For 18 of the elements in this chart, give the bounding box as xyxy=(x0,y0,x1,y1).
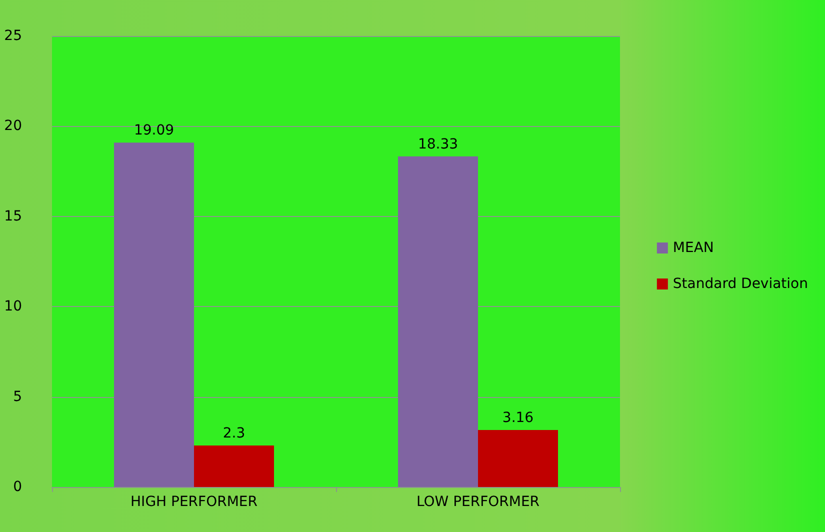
legend-label: Standard Deviation xyxy=(672,276,808,292)
y-tick-label: 0 xyxy=(13,479,22,495)
data-label: 18.33 xyxy=(418,136,458,152)
data-label: 3.16 xyxy=(502,410,534,426)
y-tick-label: 15 xyxy=(4,208,22,224)
legend-label: MEAN xyxy=(672,240,714,256)
x-tick-label: HIGH PERFORMER xyxy=(130,494,258,510)
bar xyxy=(194,446,274,487)
data-label: 2.3 xyxy=(222,426,246,442)
x-tick-label: LOW PERFORMER xyxy=(416,494,540,510)
data-label: 19.09 xyxy=(134,122,174,139)
y-tick-label: 25 xyxy=(4,28,22,44)
bar xyxy=(478,430,558,487)
y-tick-label: 5 xyxy=(13,388,22,405)
bar xyxy=(398,156,478,487)
bar xyxy=(114,142,194,487)
y-tick-label: 20 xyxy=(4,118,22,134)
y-tick-label: 10 xyxy=(4,298,22,315)
